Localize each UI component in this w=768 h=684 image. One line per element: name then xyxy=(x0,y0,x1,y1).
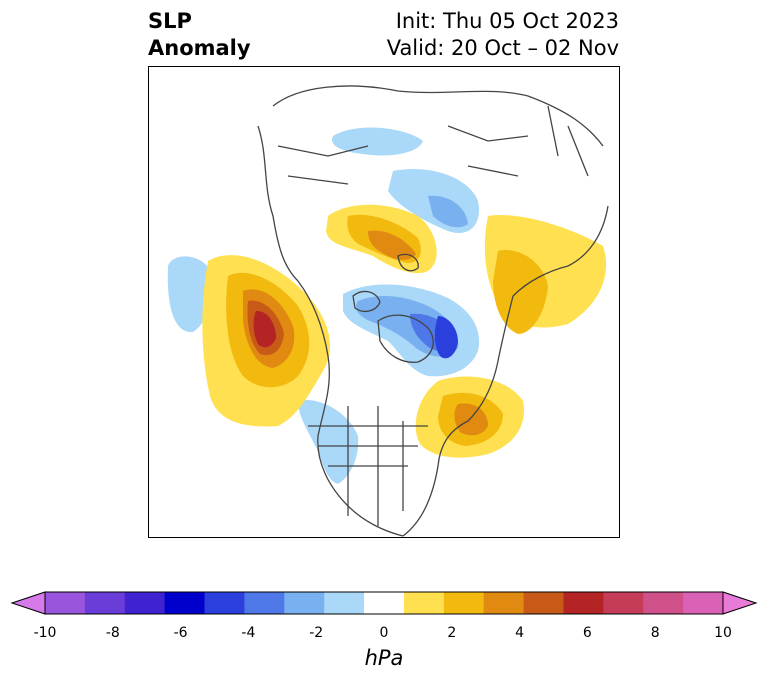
init-date: Init: Thu 05 Oct 2023 xyxy=(395,9,619,33)
colorbar-cell xyxy=(643,592,684,614)
colorbar-cell xyxy=(204,592,245,614)
colorbar-tick-label: -8 xyxy=(105,625,120,641)
colorbar-cell xyxy=(124,592,166,614)
colorbar-max-arrow xyxy=(722,591,758,615)
colorbar-tick-label: 6 xyxy=(582,625,592,641)
colorbar xyxy=(10,591,758,615)
date-info: Init: Thu 05 Oct 2023 Valid: 20 Oct – 02… xyxy=(387,8,619,62)
colorbar-cell xyxy=(683,592,724,614)
colorbar-tick-label: -2 xyxy=(309,625,324,641)
slp-anomaly-map xyxy=(148,66,620,538)
colorbar-outline xyxy=(44,591,724,615)
colorbar-cell xyxy=(364,592,405,614)
colorbar-cell xyxy=(563,592,604,614)
colorbar-cell xyxy=(324,592,365,614)
colorbar-cell xyxy=(284,592,325,614)
colorbar-tick-label: 0 xyxy=(379,625,389,641)
colorbar-tick-label: -4 xyxy=(241,625,256,641)
colorbar-tick-label: -10 xyxy=(33,625,57,641)
colorbar-cell xyxy=(84,592,126,614)
colorbar-cell xyxy=(603,592,644,614)
colorbar-tick-label: 8 xyxy=(650,625,660,641)
colorbar-tick-label: 10 xyxy=(714,625,732,641)
title-line-2: Anomaly xyxy=(148,36,251,60)
colorbar-cell xyxy=(244,592,285,614)
colorbar-tick-label: 2 xyxy=(447,625,457,641)
valid-range: Valid: 20 Oct – 02 Nov xyxy=(386,36,619,60)
colorbar-cell xyxy=(164,592,206,614)
colorbar-cell xyxy=(403,592,445,614)
coastlines xyxy=(257,85,609,537)
positive-anomaly-regions xyxy=(202,204,607,458)
colorbar-unit: hPa xyxy=(364,646,404,670)
colorbar-min-arrow xyxy=(10,591,46,615)
colorbar-tick-label: 4 xyxy=(515,625,525,641)
colorbar-cell xyxy=(443,592,485,614)
colorbar-tick-label: -6 xyxy=(173,625,188,641)
colorbar-cells xyxy=(45,592,724,614)
colorbar-cell xyxy=(45,592,86,614)
negative-anomaly-regions xyxy=(167,127,480,484)
title-line-1: SLP xyxy=(148,9,192,33)
colorbar-cell xyxy=(523,592,564,614)
colorbar-cell xyxy=(483,592,525,614)
map-title: SLP Anomaly xyxy=(148,8,251,62)
